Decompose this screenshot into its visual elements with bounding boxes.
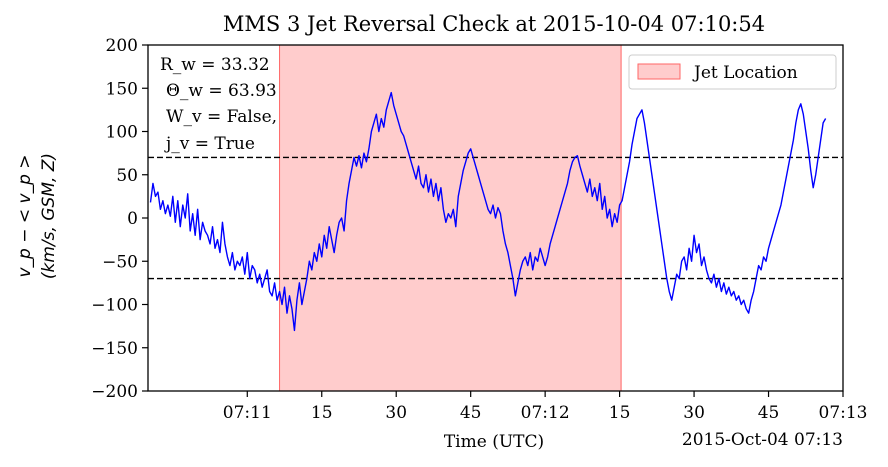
legend: Jet Location [628,54,837,90]
stats-annotation: R_w = 33.32 Θ_w = 63.93 W_v = False, j_v… [160,55,277,154]
y-tick-label: −50 [102,252,138,272]
y-tick-label: −100 [91,296,138,316]
y-axis-label-line2: (km/s, GSM, Z) [39,153,59,279]
y-tick-label: 0 [127,209,138,229]
x-tick-label: 30 [683,403,705,423]
x-tick-label: 30 [385,403,407,423]
y-axis-ticks: −200 −150 −100 −50 0 50 100 150 200 [91,36,148,402]
x-tick-label: 07:13 [819,403,868,423]
y-axis-label-line1: v_p − < v_p > [15,154,35,277]
series-line-v-p [149,91,827,332]
annotation-w: W_v = False, [166,107,277,127]
threshold-lines [148,156,843,280]
x-tick-label: 07:11 [223,403,272,423]
x-axis-label: Time (UTC) [444,432,544,452]
x-tick-label: 07:12 [521,403,570,423]
y-tick-label: 100 [106,123,138,143]
annotation-j: j_v = True [164,134,255,154]
y-tick-label: 150 [106,79,138,99]
legend-swatch [637,63,681,80]
legend-label: Jet Location [692,63,798,83]
x-tick-label: 15 [609,403,631,423]
x-tick-label: 45 [758,403,780,423]
x-axis-offset-label: 2015-Oct-04 07:13 [682,430,843,450]
legend-box [628,54,837,90]
y-tick-label: −150 [91,339,138,359]
y-tick-label: −200 [91,382,138,402]
x-axis-ticks: 07:11 15 30 45 07:12 15 30 45 07:13 [223,391,868,423]
x-tick-label: 45 [460,403,482,423]
x-tick-label: 15 [311,403,333,423]
y-axis-label: v_p − < v_p > (km/s, GSM, Z) [15,153,59,279]
annotation-theta: Θ_w = 63.93 [166,81,277,101]
chart-title: MMS 3 Jet Reversal Check at 2015-10-04 0… [223,12,765,36]
annotation-r: R_w = 33.32 [160,55,270,75]
y-tick-label: 200 [106,36,138,56]
y-tick-label: 50 [116,166,138,186]
series-layer [149,91,827,332]
